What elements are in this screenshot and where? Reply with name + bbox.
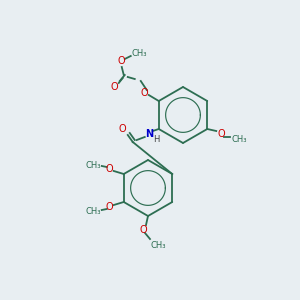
Text: CH₃: CH₃ <box>150 241 166 250</box>
Text: O: O <box>106 164 114 174</box>
Text: O: O <box>119 124 127 134</box>
Text: O: O <box>106 202 114 212</box>
Text: CH₃: CH₃ <box>232 134 247 143</box>
Text: O: O <box>141 88 148 98</box>
Text: O: O <box>111 82 118 92</box>
Text: CH₃: CH₃ <box>85 206 100 215</box>
Text: O: O <box>218 129 225 139</box>
Text: O: O <box>118 56 126 66</box>
Text: O: O <box>139 225 147 235</box>
Text: N: N <box>145 129 153 139</box>
Text: CH₃: CH₃ <box>131 49 146 58</box>
Text: H: H <box>154 134 160 143</box>
Text: CH₃: CH₃ <box>85 160 100 169</box>
